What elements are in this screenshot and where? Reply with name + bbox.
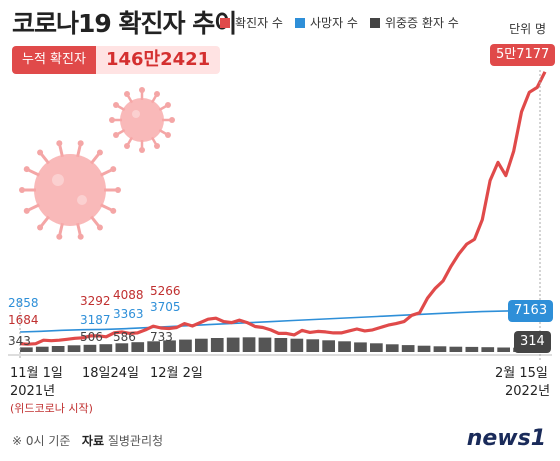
critical-bar <box>179 339 192 352</box>
footer-source-label: 자료 <box>81 434 104 448</box>
footer-note: ※ 0시 기준 자료 질병관리청 <box>12 432 163 449</box>
critical-bar <box>20 347 33 352</box>
critical-bar <box>385 344 399 352</box>
news1-logo: news1 <box>466 426 546 451</box>
deaths-annotation-3: 3363 <box>113 307 144 321</box>
critical-bar <box>290 338 304 352</box>
critical-annotation-3: 586 <box>113 330 136 344</box>
critical-bar <box>115 343 129 352</box>
date-label-nov1-year: 2021년 <box>10 384 56 399</box>
date-label-nov1-note: (위드코로나 시작) <box>10 402 93 415</box>
confirmed-series-line <box>19 71 547 346</box>
critical-bar <box>195 338 208 352</box>
unit-label: 단위 명 <box>509 22 546 36</box>
critical-bar <box>147 341 160 352</box>
critical-bar <box>449 346 463 352</box>
deaths-annotation-2: 3187 <box>80 313 111 327</box>
critical-bar <box>163 340 176 352</box>
critical-bar <box>401 345 415 352</box>
critical-bar <box>51 346 65 352</box>
critical-bar <box>210 338 224 352</box>
critical-annotation-4: 733 <box>150 330 173 344</box>
critical-annotation-2: 506 <box>80 330 103 344</box>
legend-swatch-confirmed <box>220 17 230 28</box>
critical-bar <box>83 344 97 352</box>
critical-bar <box>370 343 383 352</box>
critical-bar <box>465 346 479 352</box>
critical-bar <box>354 342 367 352</box>
cumulative-label: 누적 확진자 <box>12 46 96 74</box>
confirmed-annotation-2: 3292 <box>80 294 111 308</box>
legend-item-deaths: 사망자 수 <box>294 14 358 31</box>
critical-bar <box>433 346 447 352</box>
critical-annotation-1: 343 <box>8 334 31 348</box>
critical-bar <box>306 339 320 352</box>
date-label-nov18-24: 18일24일 <box>82 366 140 381</box>
confirmed-annotation-1: 1684 <box>8 313 39 327</box>
date-label-nov1: 11월 1일 <box>10 366 63 381</box>
critical-bar <box>497 347 510 352</box>
critical-series-bars <box>20 337 542 352</box>
legend-swatch-deaths <box>294 17 305 28</box>
critical-bar <box>35 346 49 352</box>
critical-bar <box>242 337 256 352</box>
legend-item-critical: 위중증 환자 수 <box>369 14 459 31</box>
deaths-series-line <box>19 309 546 333</box>
chart-title: 코로나19 확진자 추이 <box>12 9 237 38</box>
date-label-dec2: 12월 2일 <box>150 366 203 381</box>
deaths-end-callout: 7163 <box>508 300 554 322</box>
critical-bar <box>131 342 145 352</box>
footer-basis: ※ 0시 기준 <box>12 434 71 448</box>
cumulative-box: 누적 확진자 146만2421 <box>12 46 221 74</box>
legend-item-confirmed: 확진자 수 <box>220 14 283 31</box>
critical-bar <box>258 337 272 352</box>
confirmed-annotation-4: 5266 <box>150 284 181 298</box>
date-label-feb15-year: 2022년 <box>505 384 551 399</box>
critical-end-callout: 314 <box>514 331 551 353</box>
critical-bar <box>67 345 81 352</box>
legend-label-confirmed: 확진자 수 <box>235 16 283 30</box>
legend-label-critical: 위중증 환자 수 <box>384 16 459 30</box>
deaths-annotation-1: 2858 <box>8 296 39 310</box>
virus-icon-large <box>19 140 121 240</box>
critical-bar <box>338 341 351 352</box>
critical-bar <box>226 337 240 352</box>
confirmed-end-callout: 5만7177 <box>490 44 556 66</box>
critical-bar <box>481 347 495 352</box>
footer-source: 질병관리청 <box>107 434 164 448</box>
confirmed-annotation-3: 4088 <box>113 288 144 302</box>
cumulative-value: 146만2421 <box>95 46 221 74</box>
date-label-feb15: 2월 15일 <box>495 366 548 381</box>
legend-swatch-critical <box>369 17 380 28</box>
critical-bar <box>99 344 113 352</box>
legend: 확진자 수 사망자 수 위중증 환자 수 <box>220 14 459 31</box>
critical-bar <box>322 340 335 352</box>
legend-label-deaths: 사망자 수 <box>309 16 358 30</box>
critical-bar <box>274 338 288 352</box>
deaths-annotation-4: 3705 <box>150 300 181 314</box>
critical-bar <box>417 345 431 352</box>
virus-icon-small <box>109 87 175 153</box>
